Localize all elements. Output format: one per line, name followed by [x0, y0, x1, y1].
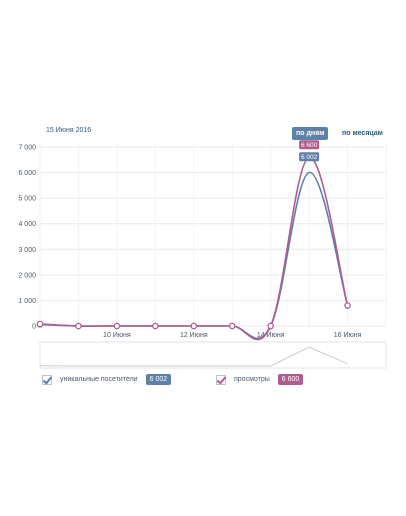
data-point-views: [36, 320, 44, 328]
y-tick-label: 7 000: [18, 145, 36, 152]
data-point-views: [267, 322, 274, 330]
y-tick-label: 6 000: [18, 170, 36, 177]
unique-value-badge: 6 002: [145, 374, 172, 385]
date-label: 15 Июня 2016: [46, 127, 92, 134]
x-tick-label: 12 Июня: [180, 332, 208, 339]
data-point-views: [229, 322, 236, 330]
data-point-views: [113, 322, 121, 330]
unique-label: уникальные посетители: [60, 376, 138, 383]
data-point-views: [152, 322, 159, 330]
views-label: просмотры: [234, 376, 270, 383]
legend-unique[interactable]: уникальные посетители 6 002: [42, 374, 172, 385]
y-tick-label: 2 000: [18, 272, 36, 279]
toggle-by-days[interactable]: по дням: [292, 127, 329, 140]
x-tick-label: 10 Июня: [103, 332, 131, 339]
y-tick-label: 1 000: [18, 298, 36, 305]
navigator-frame: [39, 341, 387, 369]
y-tick-label: 0: [32, 324, 36, 331]
x-tick-label: 14 Июня: [257, 332, 285, 339]
plot-area: [40, 143, 386, 326]
navigator-line: [39, 346, 348, 367]
peak-value-badge: [299, 140, 320, 150]
peak-value-label: 6 600: [301, 142, 318, 149]
peak-value-label: 6 002: [301, 154, 318, 161]
views-value-badge: 6 600: [277, 374, 304, 385]
unique-checkbox[interactable]: [42, 374, 52, 385]
toggle-by-months[interactable]: по месяцам: [342, 130, 383, 137]
legend-views[interactable]: просмотры 6 600: [216, 374, 304, 385]
views-checkbox[interactable]: [216, 374, 226, 385]
y-tick-label: 5 000: [18, 196, 36, 203]
data-point-views: [190, 322, 197, 330]
y-tick-label: 4 000: [18, 221, 36, 228]
peak-value-badge: [299, 152, 320, 162]
y-tick-label: 3 000: [18, 247, 36, 254]
data-point-views: [344, 302, 351, 309]
data-point-views: [75, 322, 82, 330]
x-tick-label: 16 Июня: [334, 332, 362, 339]
